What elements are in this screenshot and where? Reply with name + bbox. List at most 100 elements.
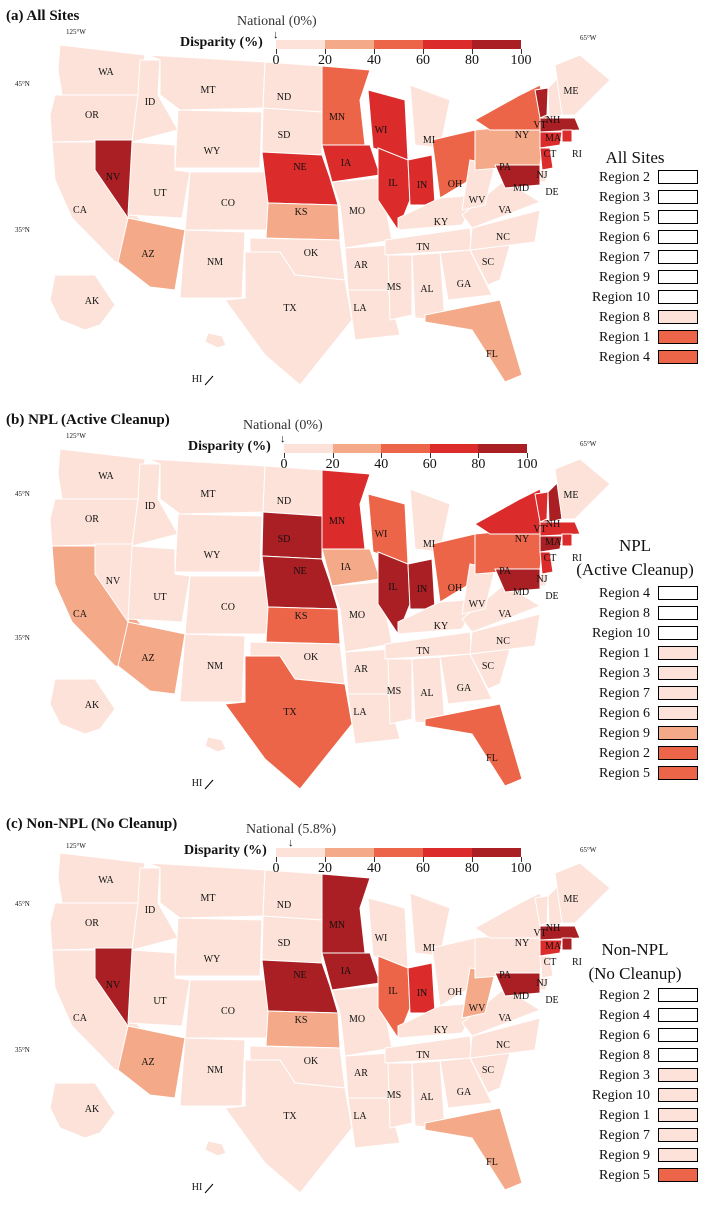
state-tx [224,251,353,386]
legend-row-label: Region 9 [599,270,650,285]
state-label-wy: WY [204,954,221,965]
state-label-nh: NH [546,923,560,934]
lon-left-label: 125°W [66,28,86,36]
legend-row-label: Region 3 [599,1068,650,1083]
colorbar-tickmark [521,49,522,54]
legend-row: Region 8 [570,1046,700,1066]
national-arrow-icon: ↓ [288,837,294,849]
state-nc [469,1017,541,1059]
legend-row: Region 3 [570,664,700,684]
state-az [117,1025,186,1099]
state-hi [204,1140,227,1157]
legend-swatch [658,250,698,264]
state-label-ok: OK [304,1056,319,1067]
state-label-nd: ND [277,496,291,507]
colorbar-segment [381,444,430,453]
state-label-wv: WV [469,195,486,206]
state-label-wa: WA [98,875,114,886]
state-label-me: ME [564,894,579,905]
state-vt [534,895,549,927]
state-ms [387,254,413,321]
state-label-nc: NC [496,1040,510,1051]
state-label-nm: NM [207,257,223,268]
state-label-ut: UT [153,592,166,603]
map-panel-all-sites: WA OR CA NV ID MT WY UT CO AZ NM ND SD NE KS OK TX MN IA MO… [0,0,723,404]
colorbar-tick-label: 40 [374,457,389,472]
colorbar-segment [478,444,527,453]
lat-top-label: 45°N [15,80,30,88]
state-label-il: IL [388,178,397,189]
state-label-in: IN [417,584,428,595]
state-label-de: DE [545,995,558,1006]
legend-row-label: Region 4 [599,1008,650,1023]
state-label-co: CO [221,602,235,613]
state-label-ak: AK [85,296,100,307]
legend-row: Region 6 [570,228,700,248]
colorbar-segment [332,444,382,453]
panel-title: (b) NPL (Active Cleanup) [6,412,170,428]
legend-row-label: Region 4 [599,586,650,601]
state-label-ms: MS [387,1090,401,1101]
legend-row-label: Region 5 [599,766,650,781]
colorbar-tick-label: 0 [272,861,280,876]
state-label-mo: MO [349,1014,365,1025]
state-md [494,972,541,997]
state-label-id: ID [145,97,156,108]
state-ma [539,521,581,537]
lon-left-label: 125°W [66,432,86,440]
state-label-co: CO [221,1006,235,1017]
state-label-sd: SD [278,534,291,545]
legend-row: Region 7 [570,684,700,704]
state-label-al: AL [420,688,433,699]
legend-row: Region 2 [570,986,700,1006]
state-label-ca: CA [73,205,88,216]
state-ak [49,274,116,331]
lat-bottom-label: 35°N [15,1046,30,1054]
state-label-wi: WI [375,933,388,944]
state-sd [261,511,323,560]
map-panel-npl: WA OR CA NV ID MT WY UT CO AZ NM ND SD NE KS OK TX MN IA MO… [0,404,723,808]
state-label-wi: WI [375,529,388,540]
legend-row: Region 8 [570,604,700,624]
colorbar-tickmark [521,857,522,862]
colorbar-tick-label: 80 [465,53,479,68]
state-hi [204,736,227,753]
colorbar-tickmark [423,49,424,54]
state-label-wi: WI [375,125,388,136]
state-nd [262,61,323,113]
lon-right-label: 65°W [580,440,597,448]
state-mo [331,985,393,1057]
colorbar-tickmark [284,453,285,458]
lat-bottom-label: 35°N [15,226,30,234]
state-label-la: LA [353,707,367,718]
state-label-pa: PA [499,566,512,577]
state-label-az: AZ [141,249,154,260]
colorbar-tick-label: 100 [516,457,538,472]
legend-row: Region 4 [570,584,700,604]
state-label-mn: MN [329,516,345,527]
state-label-oh: OH [448,179,462,190]
state-label-co: CO [221,198,235,209]
legend-row: Region 3 [570,188,700,208]
state-label-ga: GA [457,1087,472,1098]
colorbar-segment [276,848,325,857]
legend-row-label: Region 2 [599,988,650,1003]
state-label-la: LA [353,1111,367,1122]
colorbar-segment [276,40,325,49]
colorbar-tickmark [325,857,326,862]
legend-swatch [658,646,698,660]
state-la [347,1097,401,1149]
state-label-mo: MO [349,206,365,217]
state-hi [204,332,227,349]
state-label-ms: MS [387,686,401,697]
state-md [494,568,541,593]
lon-right-label: 65°W [580,34,597,42]
state-or [49,498,141,547]
colorbar [284,444,527,453]
legend-row-label: Region 4 [599,350,650,365]
colorbar-tickmark [332,453,334,458]
colorbar-segment [374,40,423,49]
colorbar [276,848,521,857]
colorbar-tick-label: 100 [510,53,532,68]
colorbar-tick-label: 40 [367,53,381,68]
